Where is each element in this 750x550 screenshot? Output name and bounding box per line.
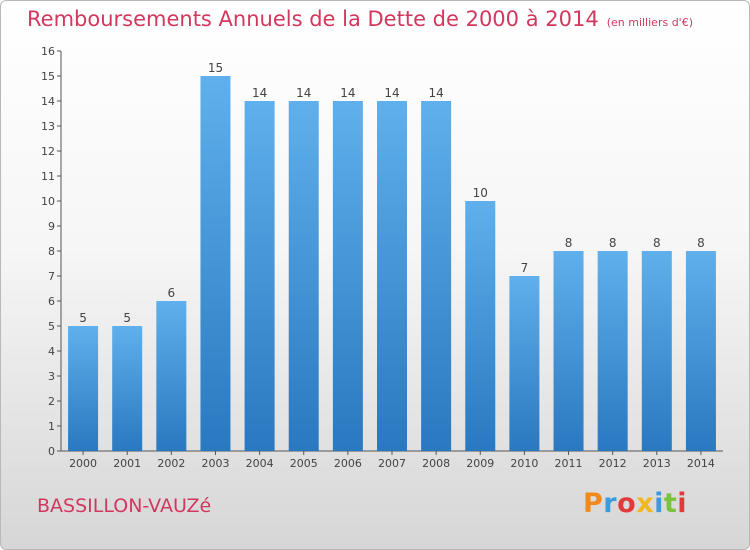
bar <box>685 251 716 451</box>
x-tick-label: 2002 <box>157 457 185 470</box>
y-tick-label: 3 <box>48 370 55 383</box>
bar <box>421 101 452 451</box>
bar-value-label: 5 <box>123 311 131 325</box>
x-tick-label: 2007 <box>378 457 406 470</box>
bar <box>509 276 540 451</box>
bar <box>244 101 275 451</box>
y-tick-label: 8 <box>48 245 55 258</box>
x-tick-label: 2012 <box>599 457 627 470</box>
x-tick-label: 2006 <box>334 457 362 470</box>
x-tick-label: 2014 <box>687 457 715 470</box>
x-tick-label: 2009 <box>466 457 494 470</box>
bar-value-label: 14 <box>296 86 311 100</box>
y-tick-label: 10 <box>41 195 55 208</box>
logo-letter: i <box>654 488 664 519</box>
logo-letter: x <box>636 488 655 519</box>
y-tick-label: 15 <box>41 70 55 83</box>
y-tick-label: 13 <box>41 120 55 133</box>
x-tick-label: 2010 <box>510 457 538 470</box>
y-tick-label: 9 <box>48 220 55 233</box>
bar <box>377 101 407 451</box>
y-tick-label: 12 <box>41 145 55 158</box>
y-tick-label: 7 <box>48 270 55 283</box>
y-tick-label: 11 <box>41 170 55 183</box>
bar <box>641 251 672 451</box>
y-tick-label: 6 <box>48 295 55 308</box>
logo-letter: t <box>663 488 678 519</box>
proxiti-logo: Proxiti <box>583 488 687 519</box>
x-tick-label: 2000 <box>69 457 97 470</box>
y-tick-label: 4 <box>48 345 55 358</box>
y-tick-label: 16 <box>41 45 55 58</box>
bars <box>68 76 716 451</box>
bar-value-label: 8 <box>697 236 705 250</box>
data-labels: 5 5 6 15 14 14 14 14 14 10 7 8 8 8 8 <box>79 61 705 325</box>
bar <box>597 251 628 451</box>
x-tick-label: 2001 <box>113 457 141 470</box>
bar-value-label: 15 <box>208 61 223 75</box>
y-tick-label: 0 <box>48 445 55 458</box>
x-tick-label: 2013 <box>643 457 671 470</box>
logo-letter: o <box>617 488 637 519</box>
unit-note: (en milliers d'€) <box>606 16 693 29</box>
logo-letter: P <box>583 488 604 519</box>
y-tick-label: 5 <box>48 320 55 333</box>
bar-value-label: 8 <box>653 236 661 250</box>
bar-value-label: 5 <box>79 311 87 325</box>
bar-value-label: 14 <box>428 86 443 100</box>
bar <box>465 201 496 451</box>
bar-value-label: 14 <box>340 86 355 100</box>
logo-letter: i <box>677 488 688 519</box>
bar <box>156 301 187 451</box>
x-tick-label: 2004 <box>246 457 274 470</box>
x-tick-label: 2011 <box>555 457 583 470</box>
bar <box>553 251 584 451</box>
x-tick-label: 2008 <box>422 457 450 470</box>
commune-name: BASSILLON-VAUZé <box>37 495 212 517</box>
bar-value-label: 8 <box>565 236 573 250</box>
x-tick-label: 2003 <box>201 457 229 470</box>
bar-value-label: 10 <box>473 186 488 200</box>
bar <box>332 101 363 451</box>
bar <box>68 326 99 451</box>
y-tick-label: 1 <box>48 420 55 433</box>
bar-value-label: 7 <box>521 261 529 275</box>
bar-value-label: 6 <box>168 286 176 300</box>
y-tick-label: 14 <box>41 95 55 108</box>
y-tick-label: 2 <box>48 395 55 408</box>
bar-value-label: 14 <box>384 86 399 100</box>
bar-value-label: 14 <box>252 86 267 100</box>
chart-title: Remboursements Annuels de la Dette de 20… <box>27 7 693 31</box>
bar <box>200 76 231 451</box>
bar-value-label: 8 <box>609 236 617 250</box>
bar <box>288 101 319 451</box>
x-tick-label: 2005 <box>290 457 318 470</box>
logo-letter: r <box>603 488 618 519</box>
chart-title-text: Remboursements Annuels de la Dette de 20… <box>27 7 599 31</box>
bar <box>112 326 143 451</box>
